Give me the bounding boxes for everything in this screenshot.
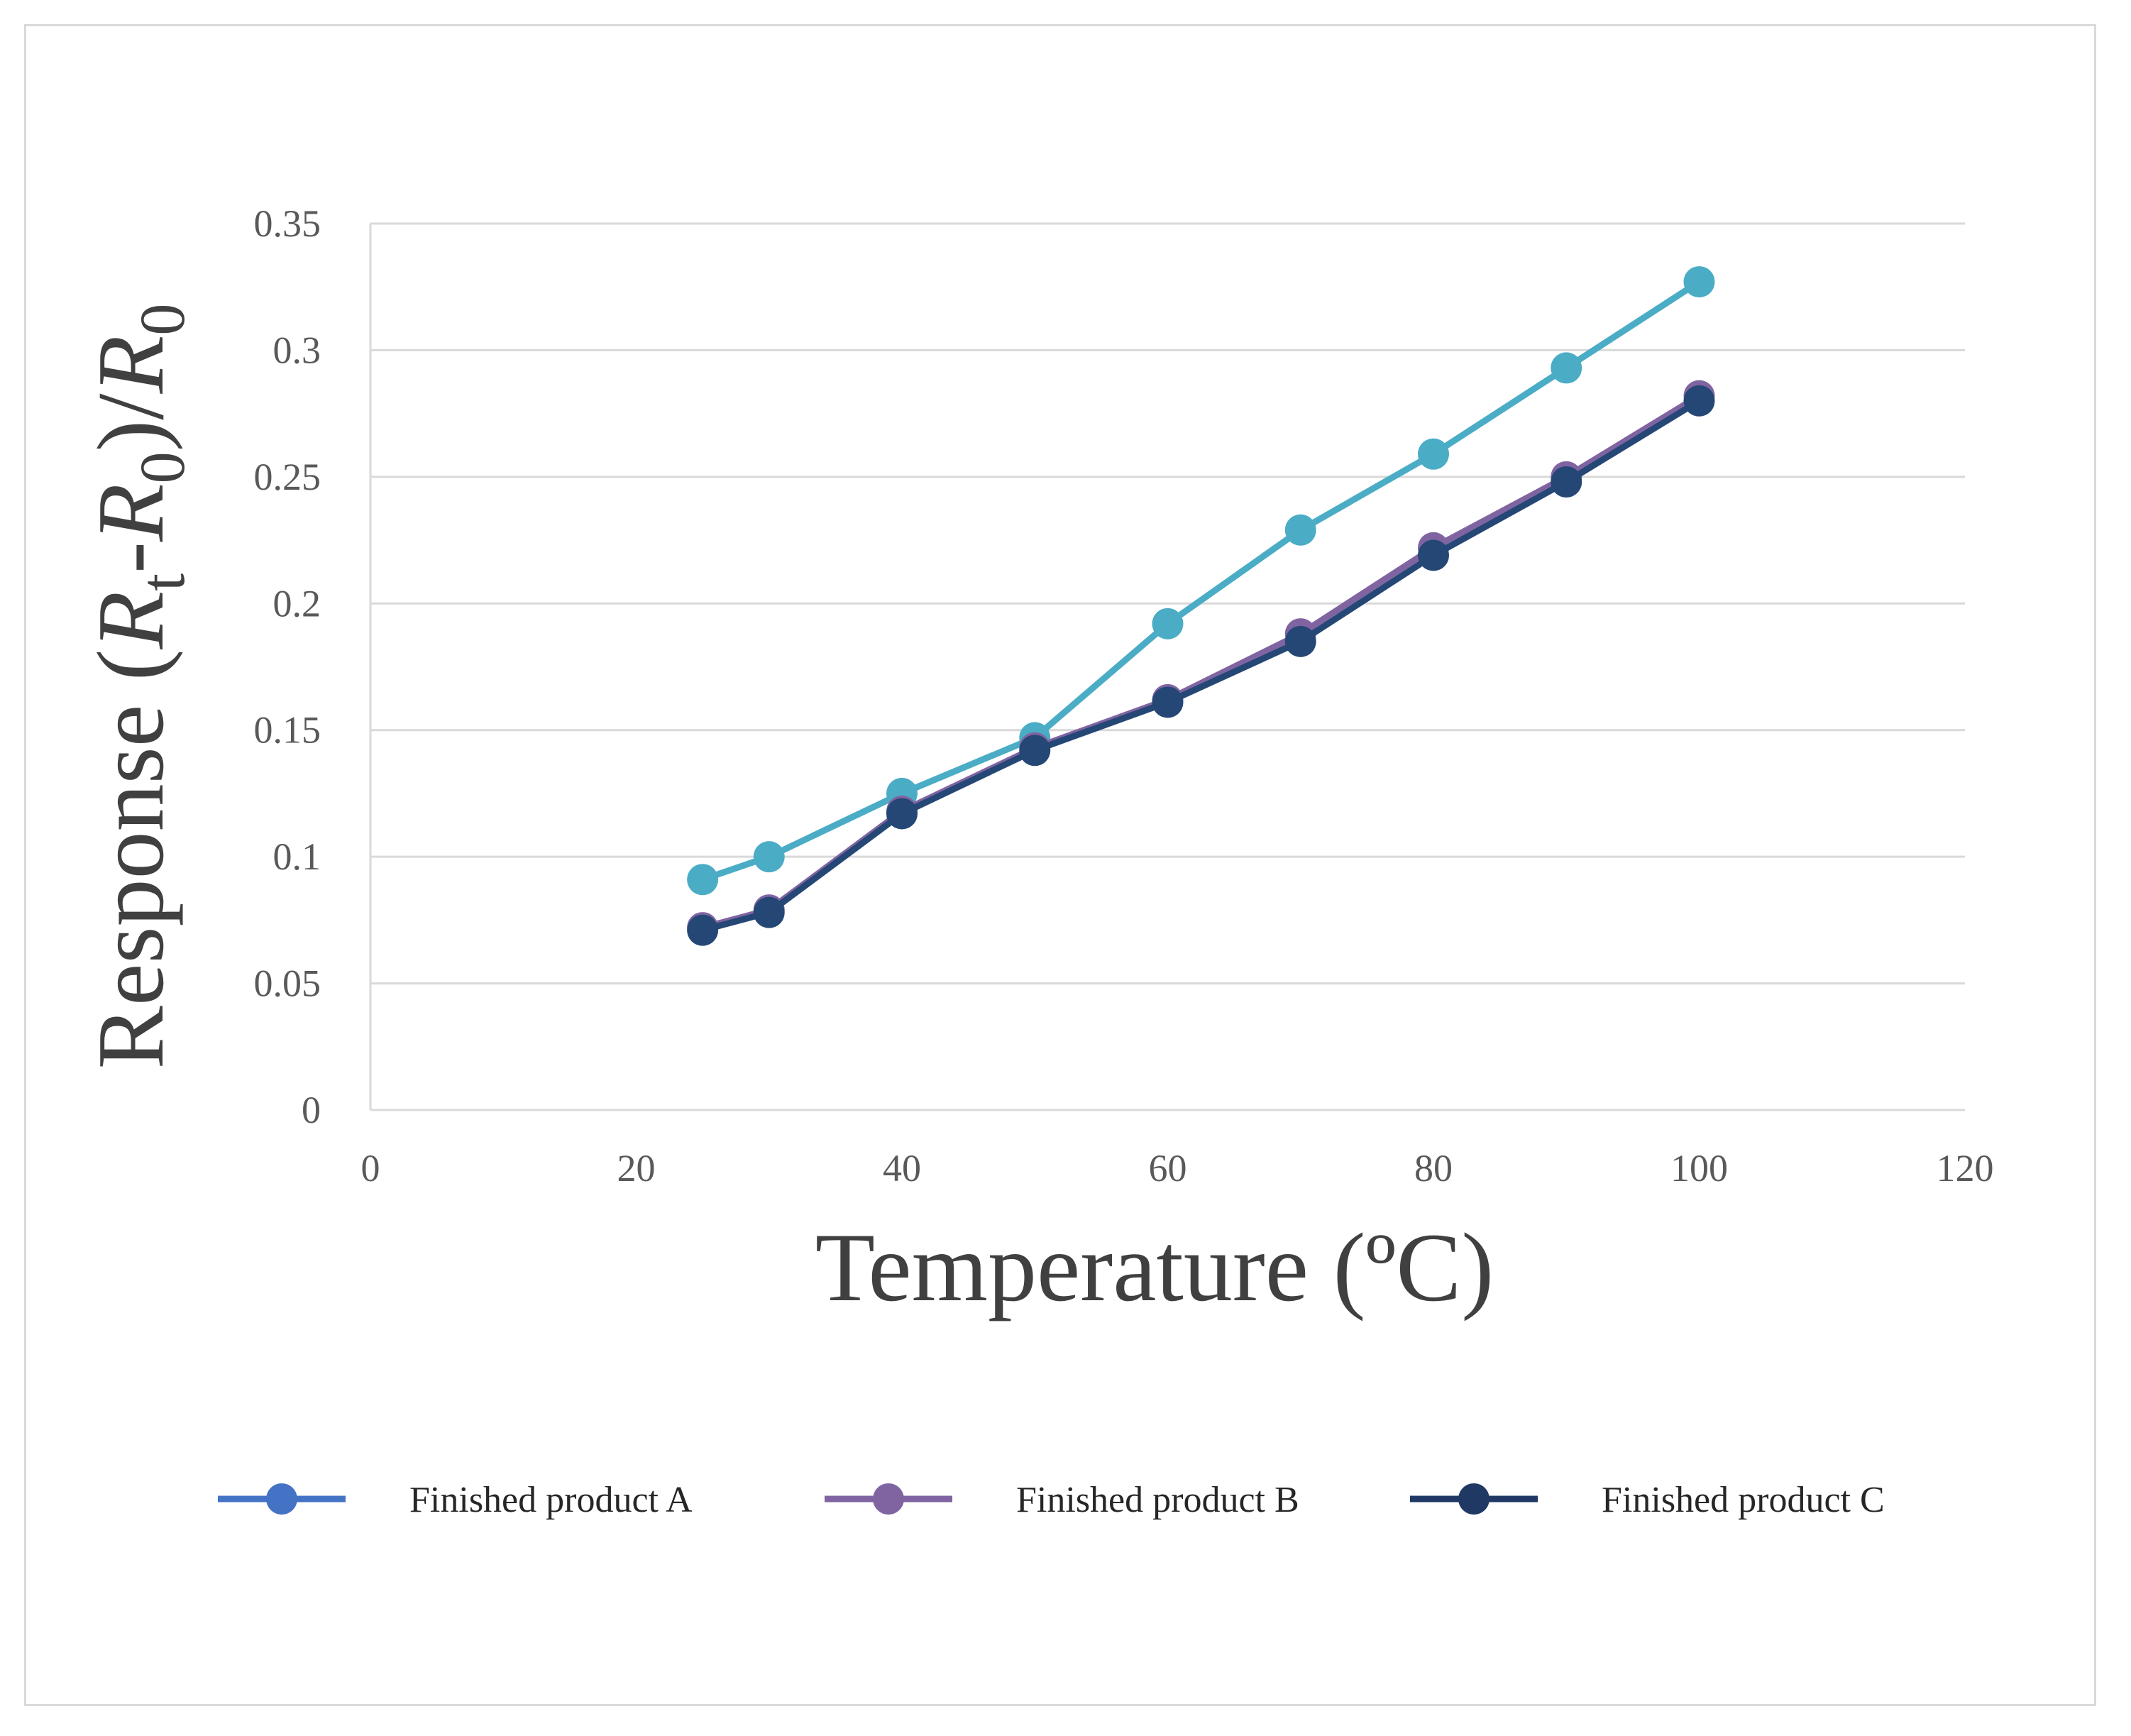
data-point [1418, 438, 1449, 470]
legend-item: Finished product C [1410, 1480, 1885, 1520]
line-chart: 0 0.05 0.1 0.15 0.2 0.25 0.3 0.35 0 20 40 60 80 100 1… [78, 202, 1994, 1520]
data-point [1551, 466, 1582, 498]
series-line [701, 397, 1701, 933]
legend-marker [873, 1483, 904, 1515]
legend-label: Finished product A [409, 1480, 693, 1520]
x-tick-label: 100 [1670, 1147, 1728, 1190]
series-layer [687, 266, 1715, 946]
x-tick-label: 40 [883, 1147, 921, 1190]
x-tick-labels: 0 20 40 60 80 100 120 [361, 1147, 1994, 1190]
legend-label: Finished product C [1602, 1480, 1885, 1520]
data-point [1152, 608, 1184, 639]
y-tick-label: 0.1 [273, 835, 321, 878]
series-c [687, 385, 1715, 946]
grid-layer [370, 222, 1965, 985]
x-axis-title: Temperature (ºC) [815, 1213, 1494, 1322]
y-tick-label: 0.05 [254, 962, 321, 1005]
y-tick-label: 0.3 [273, 329, 321, 371]
chart-frame: 0 0.05 0.1 0.15 0.2 0.25 0.3 0.35 0 20 40 60 80 100 1… [24, 24, 2096, 1706]
legend-label: Finished product B [1016, 1480, 1299, 1520]
data-point [1683, 266, 1715, 298]
data-point [1551, 352, 1582, 384]
x-tick-label: 0 [361, 1147, 380, 1190]
y-tick-labels: 0 0.05 0.1 0.15 0.2 0.25 0.3 0.35 [254, 202, 321, 1131]
legend-marker [1458, 1483, 1490, 1515]
data-point [1019, 735, 1051, 767]
data-point [1683, 385, 1715, 417]
y-tick-label: 0 [302, 1089, 321, 1131]
y-axis-title: Response (Rt-R0)/R0 [78, 304, 198, 1070]
data-point [753, 896, 785, 928]
legend: Finished product A Finished product B Fini… [218, 1480, 1885, 1520]
legend-item: Finished product B [825, 1480, 1299, 1520]
data-point [1284, 514, 1316, 546]
data-point [1284, 625, 1316, 657]
y-tick-label: 0.35 [254, 202, 321, 245]
x-tick-label: 20 [617, 1147, 656, 1190]
data-point [886, 798, 918, 830]
data-point [687, 864, 719, 896]
x-tick-label: 80 [1414, 1147, 1453, 1190]
data-point [1152, 686, 1184, 718]
legend-item: Finished product A [218, 1480, 693, 1520]
data-point [1418, 539, 1449, 571]
x-tick-label: 120 [1937, 1147, 1994, 1190]
series-a [687, 266, 1715, 896]
legend-marker [266, 1483, 297, 1515]
y-tick-label: 0.2 [273, 582, 321, 625]
y-tick-label: 0.25 [254, 456, 321, 498]
x-tick-label: 60 [1149, 1147, 1187, 1190]
data-point [687, 914, 719, 946]
data-point [753, 841, 785, 873]
series-line [701, 279, 1701, 883]
y-tick-label: 0.15 [254, 709, 321, 752]
